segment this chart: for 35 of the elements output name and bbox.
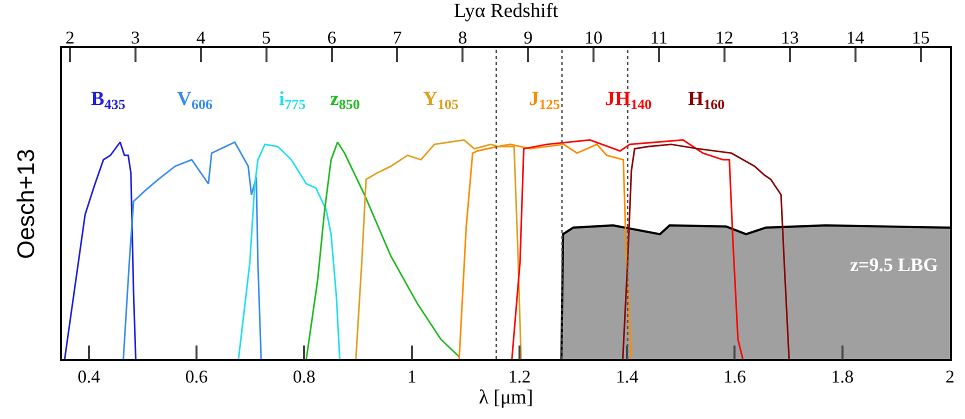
x-tick-label: 2 [946, 366, 954, 386]
x2-tick-label: 7 [392, 27, 402, 48]
x2-tick-label: 12 [715, 27, 734, 48]
x2-tick-label: 11 [650, 27, 668, 48]
series-label: z=9.5 LBG [850, 255, 938, 276]
series-label: H$_{160}$ [688, 88, 725, 114]
series-label: i$_{775}$ [279, 88, 306, 114]
x2-axis-title: Lyα Redshift [454, 0, 559, 22]
x2-tick-label: 9 [524, 27, 533, 48]
series-label: z$_{850}$ [330, 88, 360, 114]
x-tick-label: 1.4 [616, 366, 638, 386]
x-axis-title: λ [μm] [478, 386, 534, 408]
series-label: J$_{125}$ [529, 88, 560, 114]
x2-tick-label: 5 [262, 27, 271, 48]
x2-tick-label: 8 [458, 27, 468, 48]
x2-tick-label: 2 [65, 27, 74, 48]
x2-tick-label: 13 [780, 27, 799, 48]
series-label: V$_{606}$ [177, 88, 212, 114]
x2-tick-label: 6 [327, 27, 336, 48]
x-tick-label: 1.8 [831, 366, 854, 386]
x2-tick-label: 4 [196, 27, 206, 48]
x-tick-label: 1.2 [508, 366, 531, 386]
x-tick-label: 0.8 [292, 366, 316, 386]
series-label: JH$_{140}$ [605, 88, 652, 114]
x2-tick-label: 15 [912, 27, 930, 48]
text: Oesch+13 [12, 148, 40, 259]
x-tick-label: 0.4 [78, 366, 100, 386]
x-tick-label: 1.6 [723, 366, 746, 386]
series-label: B$_{435}$ [91, 88, 126, 114]
series-label: Y$_{105}$ [423, 88, 458, 114]
x-tick-label: 1 [407, 366, 416, 386]
x2-tick-label: 10 [584, 27, 603, 48]
x2-tick-label: 14 [846, 27, 864, 48]
x-tick-label: 0.6 [185, 366, 208, 386]
x2-tick-label: 3 [130, 27, 140, 48]
